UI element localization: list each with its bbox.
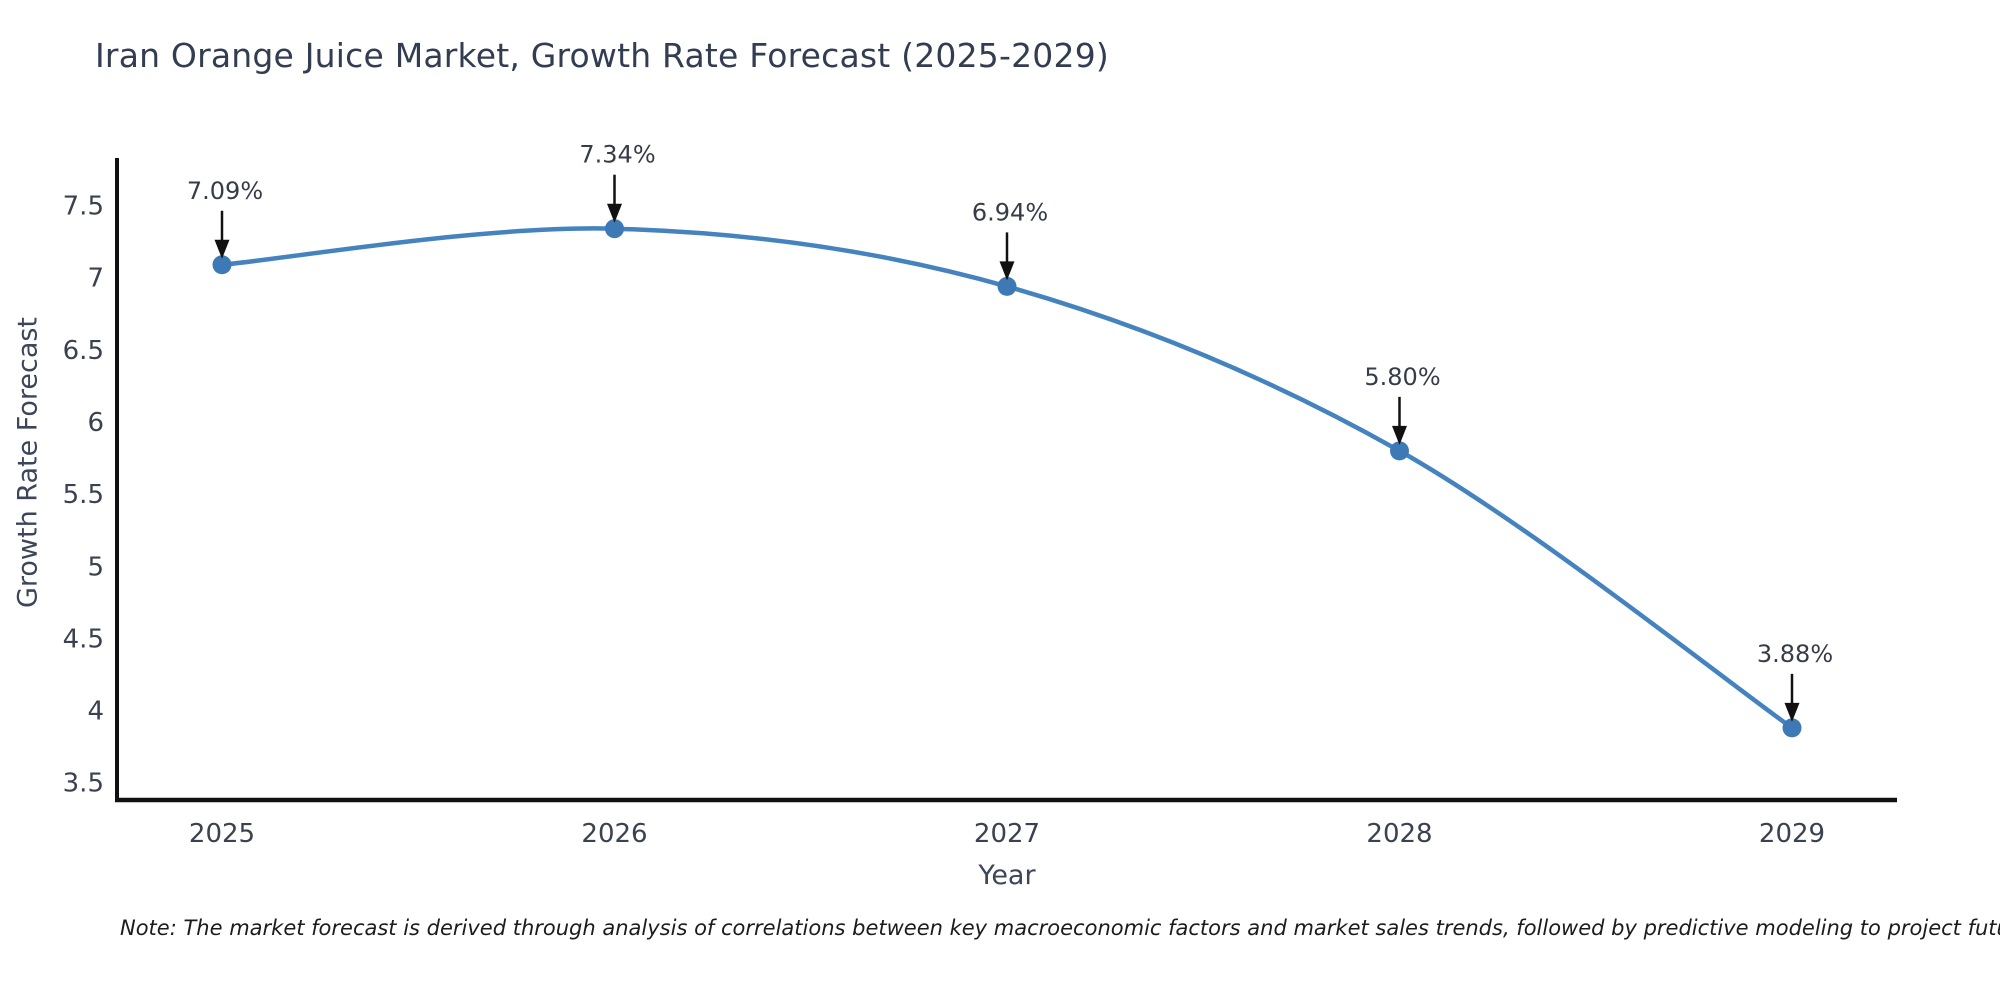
data-point-marker <box>1782 718 1802 738</box>
y-tick-label: 7 <box>87 264 104 294</box>
y-tick-label: 6.5 <box>63 336 104 366</box>
annotation-arrowhead-icon <box>999 261 1015 281</box>
annotation-label: 3.88% <box>1757 640 1833 668</box>
annotation-label: 6.94% <box>972 198 1048 226</box>
y-tick-label: 4 <box>87 697 104 727</box>
y-axis-title: Growth Rate Forecast <box>12 316 44 609</box>
annotation-arrowhead-icon <box>607 203 622 223</box>
annotation-label: 7.34% <box>579 141 655 169</box>
annotation-arrowhead-icon <box>214 239 230 259</box>
y-tick-label: 5 <box>87 552 104 582</box>
footnote: Note: The market forecast is derived thr… <box>120 916 2000 940</box>
data-point-marker <box>1390 441 1409 461</box>
x-tick-label: 2029 <box>1759 819 1825 849</box>
x-tick-label: 2028 <box>1366 819 1432 849</box>
y-tick-label: 4.5 <box>63 624 104 654</box>
y-tick-label: 7.5 <box>63 192 104 222</box>
annotation-label: 5.80% <box>1364 363 1440 391</box>
forecast-line <box>219 226 1795 731</box>
data-point-marker <box>997 276 1017 296</box>
data-point-marker <box>212 255 232 275</box>
x-axis-title: Year <box>978 860 1036 891</box>
annotation-arrowhead-icon <box>1392 425 1407 445</box>
y-tick-label: 5.5 <box>63 480 104 510</box>
chart-title: Iran Orange Juice Market, Growth Rate Fo… <box>95 36 1109 75</box>
y-tick-label: 6 <box>87 408 104 438</box>
annotation-label: 7.09% <box>187 177 263 205</box>
x-tick-label: 2027 <box>974 819 1040 849</box>
x-tick-label: 2026 <box>581 819 647 849</box>
data-point-marker <box>605 219 624 239</box>
x-tick-label: 2025 <box>189 819 255 849</box>
annotation-arrowhead-icon <box>1784 702 1800 722</box>
y-tick-label: 3.5 <box>63 769 104 799</box>
